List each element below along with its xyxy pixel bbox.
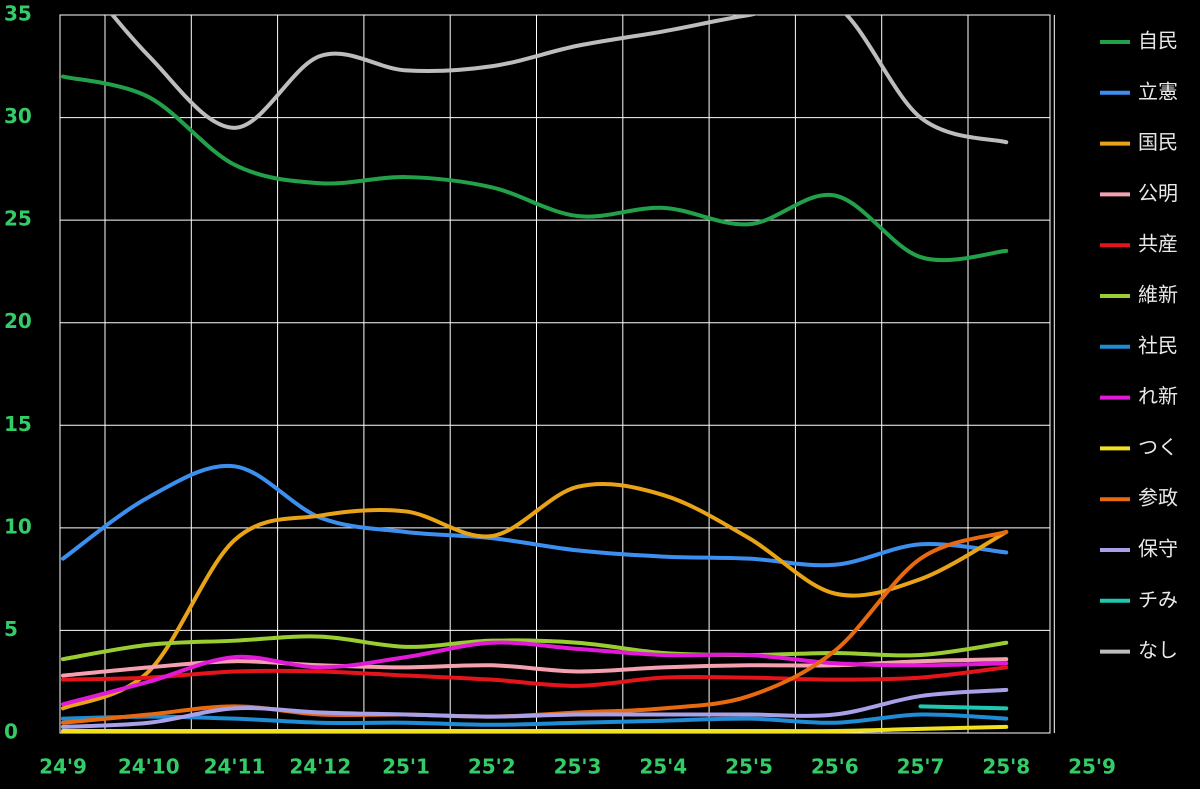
legend-label: 自民: [1138, 29, 1178, 53]
legend-label: 共産: [1138, 232, 1178, 256]
y-tick-label: 25: [4, 207, 32, 231]
x-tick-label: 25'5: [725, 755, 773, 779]
y-tick-label: 0: [4, 720, 18, 744]
legend-label: 国民: [1138, 130, 1178, 154]
x-tick-label: 24'9: [39, 755, 87, 779]
x-tick-label: 24'11: [204, 755, 266, 779]
legend-label: 保守: [1138, 537, 1178, 561]
x-tick-label: 25'3: [554, 755, 602, 779]
x-tick-label: 25'8: [982, 755, 1030, 779]
y-tick-label: 30: [4, 104, 32, 128]
series-line: [61, 74, 1009, 263]
legend-label: なし: [1138, 638, 1178, 662]
series-line: [61, 724, 1009, 734]
legend-label: 社民: [1138, 333, 1178, 357]
series-line: [61, 481, 1009, 711]
series-line: [61, 463, 1009, 568]
legend-label: 参政: [1138, 486, 1178, 510]
series-line: [61, 634, 1009, 662]
y-tick-label: 15: [4, 412, 32, 436]
x-tick-label: 25'6: [811, 755, 859, 779]
x-tick-label: 25'1: [382, 755, 430, 779]
legend-label: チみ: [1138, 587, 1178, 611]
x-tick-label: 25'2: [468, 755, 516, 779]
legend-label: 立憲: [1138, 79, 1178, 103]
series-line: [109, 15, 1009, 145]
y-tick-label: 10: [4, 514, 32, 538]
series-line: [61, 665, 1009, 688]
series-line: [918, 704, 1009, 711]
plot-lines: [61, 15, 1009, 734]
series-line: [61, 687, 1009, 729]
y-tick-label: 35: [4, 2, 32, 26]
labels: 0 5 10 15 20 25 30 35 24'9 24'10 24'11 24'12 25'1 25'…: [4, 2, 1178, 779]
y-tick-label: 5: [4, 617, 18, 641]
grid: [59, 14, 1055, 734]
x-tick-label: 25'7: [897, 755, 945, 779]
legend-label: 公明: [1138, 181, 1178, 205]
legend-label: 維新: [1138, 283, 1178, 307]
series-line: [61, 640, 1009, 707]
x-tick-label: 25'9: [1068, 755, 1116, 779]
x-tick-label: 24'10: [118, 755, 180, 779]
legend-label: れ新: [1138, 384, 1178, 408]
x-tick-label: 24'12: [289, 755, 351, 779]
legend-label: つく: [1138, 435, 1178, 459]
y-tick-label: 20: [4, 309, 32, 333]
x-tick-label: 25'4: [639, 755, 687, 779]
series-line: [61, 712, 1009, 727]
